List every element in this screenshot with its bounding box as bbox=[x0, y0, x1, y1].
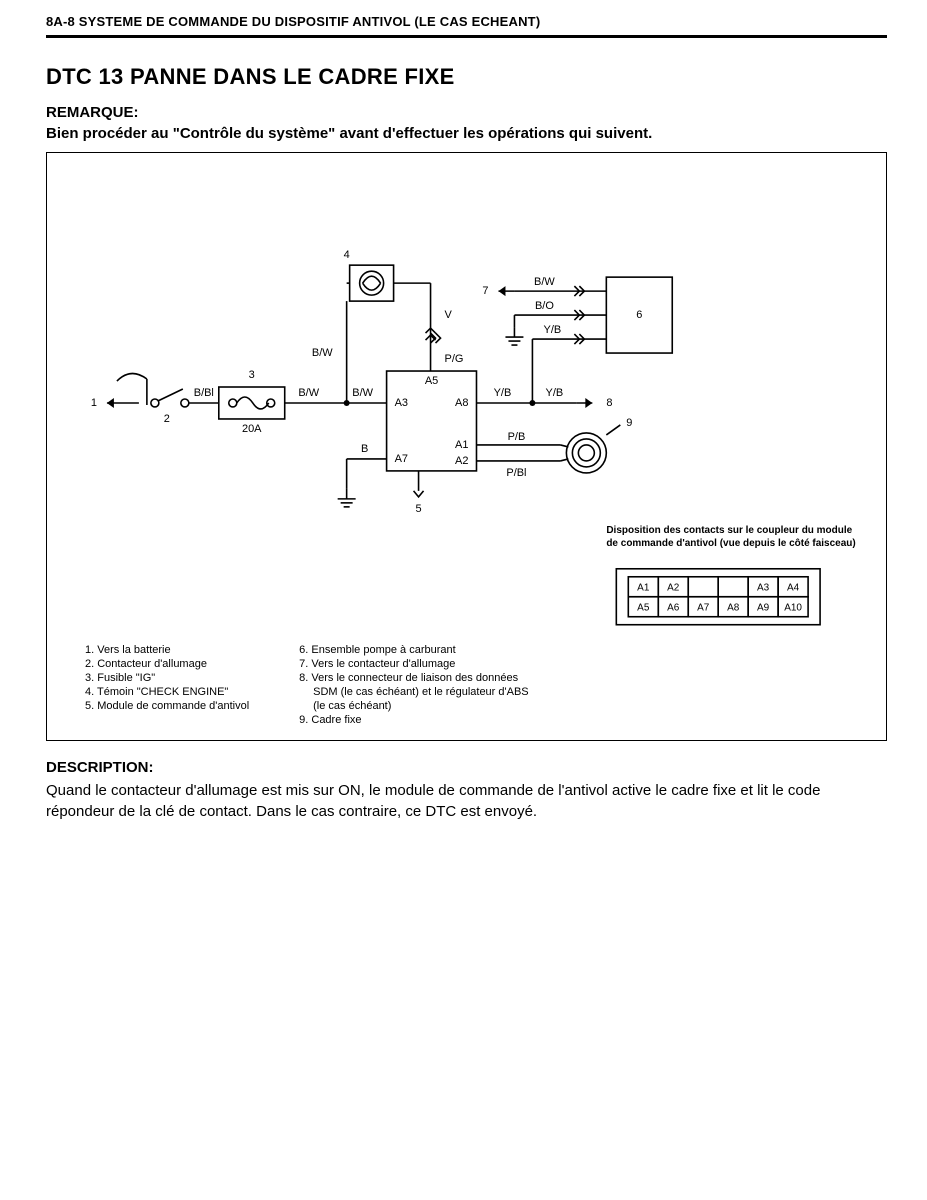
legend-right: 6. Ensemble pompe à carburant 7. Vers le … bbox=[299, 644, 528, 726]
svg-text:B: B bbox=[361, 443, 368, 455]
svg-text:B/Bl: B/Bl bbox=[194, 387, 214, 399]
svg-text:A8: A8 bbox=[727, 602, 740, 613]
svg-text:7: 7 bbox=[482, 285, 488, 297]
svg-text:A2: A2 bbox=[455, 455, 468, 467]
svg-text:A1: A1 bbox=[637, 582, 650, 593]
svg-text:A8: A8 bbox=[455, 397, 468, 409]
legend-item: 8. Vers le connecteur de liaison des don… bbox=[299, 672, 528, 684]
legend-item: 5. Module de commande d'antivol bbox=[85, 700, 249, 712]
svg-text:8: 8 bbox=[606, 397, 612, 409]
svg-text:P/G: P/G bbox=[445, 353, 464, 365]
wiring-diagram: 1 2 B/Bl 20A 3 B/W B/W B/W 4 V P/G A3 A8 A5 A7 A1 A2 5 B Y/… bbox=[47, 153, 886, 633]
legend-left: 1. Vers la batterie 2. Contacteur d'allum… bbox=[85, 644, 249, 726]
svg-text:A10: A10 bbox=[784, 602, 802, 613]
svg-text:Y/B: Y/B bbox=[494, 387, 512, 399]
svg-text:A7: A7 bbox=[697, 602, 710, 613]
legend-item: 3. Fusible "IG" bbox=[85, 672, 249, 684]
svg-text:A2: A2 bbox=[667, 582, 680, 593]
svg-text:A3: A3 bbox=[395, 397, 408, 409]
remark-label: REMARQUE: bbox=[46, 104, 887, 121]
svg-text:A5: A5 bbox=[425, 375, 438, 387]
svg-text:A5: A5 bbox=[637, 602, 650, 613]
svg-text:2: 2 bbox=[164, 413, 170, 425]
svg-text:A4: A4 bbox=[787, 582, 800, 593]
svg-text:A7: A7 bbox=[395, 453, 408, 465]
svg-text:Y/B: Y/B bbox=[544, 324, 562, 336]
svg-text:5: 5 bbox=[416, 503, 422, 515]
svg-text:A9: A9 bbox=[757, 602, 770, 613]
wiring-diagram-figure: 1 2 B/Bl 20A 3 B/W B/W B/W 4 V P/G A3 A8 A5 A7 A1 A2 5 B Y/… bbox=[46, 152, 887, 741]
svg-text:1: 1 bbox=[91, 397, 97, 409]
svg-text:A6: A6 bbox=[667, 602, 680, 613]
svg-text:B/W: B/W bbox=[352, 387, 373, 399]
legend-item: 9. Cadre fixe bbox=[299, 714, 528, 726]
legend-item: 1. Vers la batterie bbox=[85, 644, 249, 656]
svg-text:B/W: B/W bbox=[312, 347, 333, 359]
svg-text:V: V bbox=[445, 309, 453, 321]
svg-text:4: 4 bbox=[344, 249, 350, 261]
legend-item: 7. Vers le contacteur d'allumage bbox=[299, 658, 528, 670]
page-title: DTC 13 PANNE DANS LE CADRE FIXE bbox=[46, 64, 887, 90]
legend-item: 2. Contacteur d'allumage bbox=[85, 658, 249, 670]
svg-text:P/B: P/B bbox=[508, 431, 526, 443]
svg-text:9: 9 bbox=[626, 417, 632, 429]
svg-text:6: 6 bbox=[636, 309, 642, 321]
legend-item: SDM (le cas échéant) et le régulateur d'… bbox=[299, 686, 528, 698]
description-body: Quand le contacteur d'allumage est mis s… bbox=[46, 780, 887, 822]
legend-item: 6. Ensemble pompe à carburant bbox=[299, 644, 528, 656]
description-label: DESCRIPTION: bbox=[46, 759, 887, 776]
svg-text:P/Bl: P/Bl bbox=[506, 467, 526, 479]
svg-text:Y/B: Y/B bbox=[546, 387, 564, 399]
svg-text:20A: 20A bbox=[242, 423, 262, 435]
svg-text:B/O: B/O bbox=[535, 300, 554, 312]
svg-text:3: 3 bbox=[249, 369, 255, 381]
legend-item: (le cas échéant) bbox=[299, 700, 528, 712]
page-header: 8A-8 SYSTEME DE COMMANDE DU DISPOSITIF A… bbox=[46, 14, 887, 38]
svg-text:A3: A3 bbox=[757, 582, 770, 593]
remark-body: Bien procéder au "Contrôle du système" a… bbox=[46, 125, 887, 142]
svg-text:B/W: B/W bbox=[534, 276, 555, 288]
svg-text:B/W: B/W bbox=[298, 387, 319, 399]
svg-text:A1: A1 bbox=[455, 439, 468, 451]
legend-item: 4. Témoin "CHECK ENGINE" bbox=[85, 686, 249, 698]
